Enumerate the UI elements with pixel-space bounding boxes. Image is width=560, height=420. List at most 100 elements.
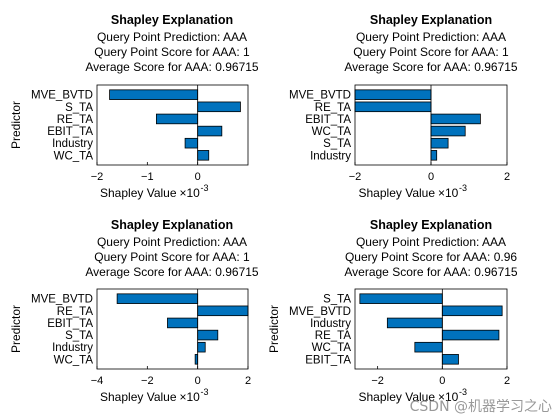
- x-tick-label: −2: [349, 171, 362, 183]
- bar: [155, 113, 199, 125]
- watermark: CSDN @机器学习之心: [409, 399, 552, 415]
- bar: [414, 341, 443, 353]
- x-axis-label: Shapley Value: [100, 390, 177, 404]
- bar: [354, 101, 432, 113]
- category-label: MVE_BVTD: [31, 90, 93, 102]
- chart-subtitle: Average Score for AAA: 0.96715: [85, 265, 259, 279]
- y-axis-label: Predictor: [267, 305, 281, 353]
- bar: [359, 293, 443, 304]
- chart-4: Shapley Explanation Query Point Predictio…: [267, 218, 518, 404]
- bar: [441, 354, 459, 365]
- x-tick-label: −2: [371, 375, 384, 387]
- chart-subtitle: Query Point Prediction: AAA: [356, 235, 506, 249]
- x-exponent-power: -3: [459, 387, 467, 397]
- category-label: EBIT_TA: [47, 126, 93, 138]
- x-exponent-base: ×10: [180, 390, 201, 404]
- chart-subtitle: Average Score for AAA: 0.96715: [344, 265, 518, 279]
- chart-subtitle: Query Point Prediction: AAA: [97, 30, 247, 44]
- category-label: Industry: [310, 318, 351, 330]
- category-label: RE_TA: [315, 102, 352, 114]
- category-label: S_TA: [323, 294, 351, 306]
- chart-1: Shapley Explanation Query Point Predictio…: [9, 13, 259, 200]
- chart-title: Shapley Explanation: [370, 218, 492, 232]
- plot-frame: [96, 84, 249, 166]
- bar: [197, 329, 219, 341]
- x-exponent-base: ×10: [180, 186, 201, 200]
- x-exponent-power: -3: [201, 183, 209, 193]
- x-exponent-power: -3: [459, 183, 467, 193]
- x-tick-label: −1: [141, 171, 154, 183]
- x-exponent-base: ×10: [438, 390, 459, 404]
- category-label: MVE_BVTD: [31, 294, 93, 306]
- bar: [109, 89, 199, 100]
- bar: [430, 150, 438, 161]
- category-label: MVE_BVTD: [289, 90, 351, 102]
- chart-2: Shapley Explanation Query Point Predictio…: [289, 13, 518, 200]
- category-label: S_TA: [323, 138, 351, 150]
- category-label: RE_TA: [57, 306, 94, 318]
- x-tick-label: −4: [91, 375, 104, 387]
- chart-title: Shapley Explanation: [111, 218, 233, 232]
- category-label: S_TA: [65, 330, 93, 342]
- chart-subtitle: Query Point Score for AAA: 1: [94, 45, 250, 59]
- x-axis-label: Shapley Value: [359, 390, 436, 404]
- bar: [441, 305, 503, 317]
- bar: [430, 125, 466, 137]
- x-exponent-base: ×10: [438, 186, 459, 200]
- category-label: WC_TA: [312, 126, 352, 138]
- bar: [441, 329, 500, 341]
- bar: [197, 125, 223, 137]
- chart-3: Shapley Explanation Query Point Predictio…: [9, 218, 259, 404]
- category-label: Industry: [52, 138, 93, 150]
- category-label: Industry: [52, 342, 93, 354]
- bar: [184, 137, 199, 149]
- chart-subtitle: Average Score for AAA: 0.96715: [344, 60, 518, 74]
- chart-title: Shapley Explanation: [370, 13, 492, 27]
- x-tick-label: 0: [195, 171, 201, 183]
- bar: [197, 341, 206, 353]
- category-label: Industry: [310, 150, 351, 162]
- x-exponent-power: -3: [201, 387, 209, 397]
- bar: [167, 317, 199, 329]
- y-axis-label: Predictor: [9, 101, 23, 149]
- bar: [354, 89, 432, 100]
- category-label: EBIT_TA: [305, 114, 351, 126]
- category-label: S_TA: [65, 102, 93, 114]
- category-label: RE_TA: [315, 330, 352, 342]
- category-label: WC_TA: [54, 354, 94, 366]
- category-label: WC_TA: [312, 342, 352, 354]
- category-label: RE_TA: [57, 114, 94, 126]
- chart-subtitle: Average Score for AAA: 0.96715: [85, 60, 259, 74]
- x-tick-label: 2: [504, 171, 510, 183]
- chart-subtitle: Query Point Score for AAA: 0.96: [345, 250, 517, 264]
- x-tick-label: −2: [141, 375, 154, 387]
- x-tick-label: 0: [428, 171, 434, 183]
- x-axis-label: Shapley Value: [100, 186, 177, 200]
- chart-subtitle: Query Point Score for AAA: 1: [353, 45, 509, 59]
- x-tick-label: 2: [245, 375, 251, 387]
- category-label: EBIT_TA: [305, 354, 351, 366]
- chart-subtitle: Query Point Prediction: AAA: [97, 235, 247, 249]
- x-tick-label: 2: [504, 375, 510, 387]
- category-label: WC_TA: [54, 150, 94, 162]
- bar: [116, 293, 199, 304]
- chart-title: Shapley Explanation: [111, 13, 233, 27]
- x-axis-label: Shapley Value: [359, 186, 436, 200]
- x-tick-label: 0: [195, 375, 201, 387]
- x-tick-label: −2: [91, 171, 104, 183]
- y-axis-label: Predictor: [9, 305, 23, 353]
- category-label: MVE_BVTD: [289, 306, 351, 318]
- chart-subtitle: Query Point Score for AAA: 1: [94, 250, 250, 264]
- category-label: EBIT_TA: [47, 318, 93, 330]
- bar: [197, 305, 249, 317]
- bar: [430, 113, 481, 125]
- bar: [386, 317, 443, 329]
- bar: [430, 137, 449, 149]
- bar: [197, 101, 241, 113]
- chart-subtitle: Query Point Prediction: AAA: [356, 30, 506, 44]
- bar: [197, 150, 210, 161]
- plot-frame: [354, 288, 508, 370]
- plot-frame: [96, 288, 249, 370]
- x-tick-label: 0: [439, 375, 445, 387]
